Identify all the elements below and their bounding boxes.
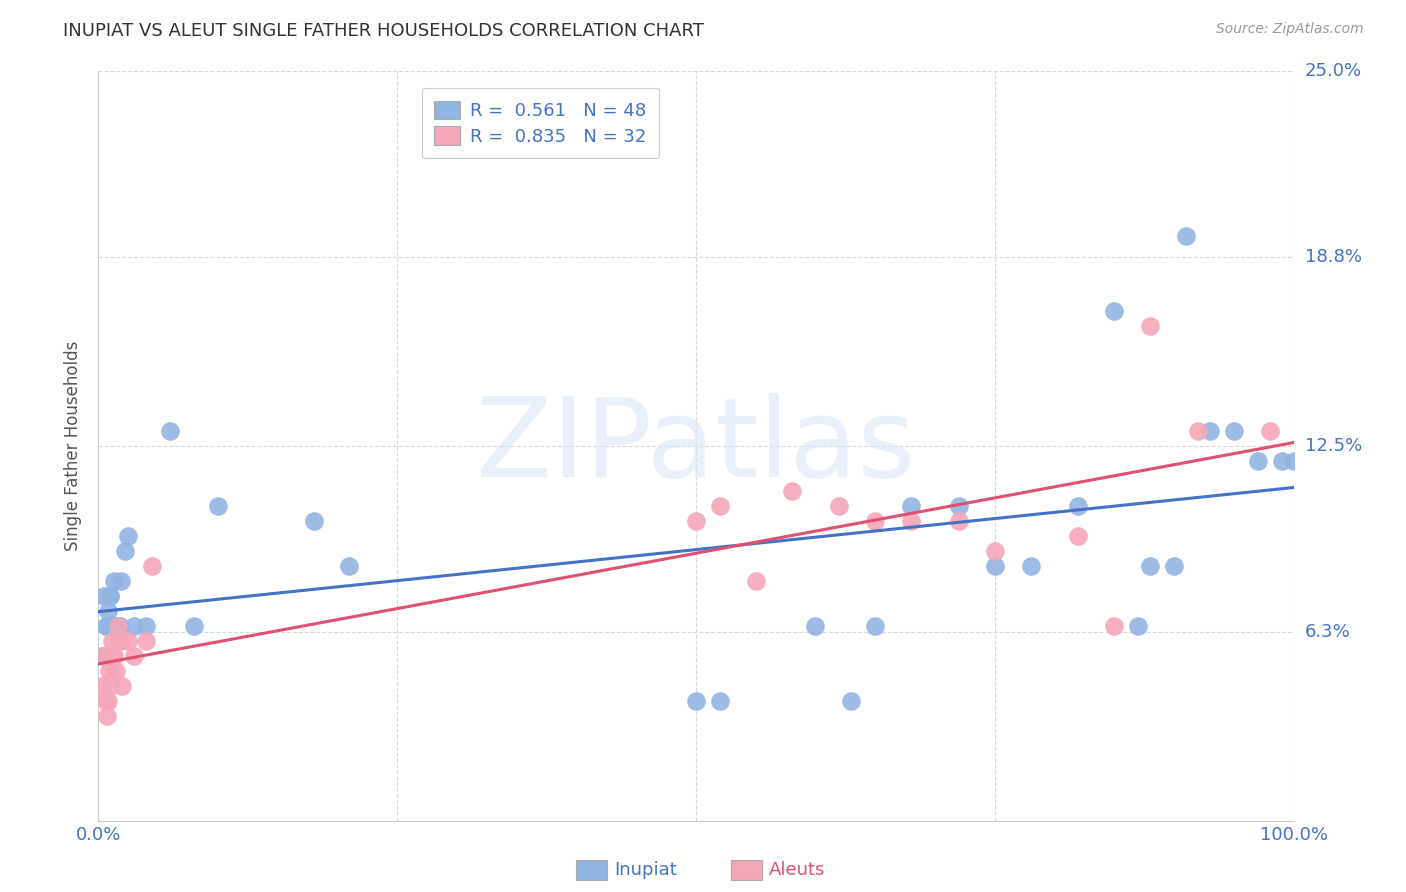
Point xyxy=(98,619,121,633)
Point xyxy=(135,633,157,648)
Point xyxy=(98,589,122,603)
Point xyxy=(107,619,129,633)
Point xyxy=(93,648,115,663)
Text: Source: ZipAtlas.com: Source: ZipAtlas.com xyxy=(1216,22,1364,37)
Point xyxy=(91,648,114,663)
Point xyxy=(105,664,128,678)
Point xyxy=(141,558,163,573)
Text: 25.0%: 25.0% xyxy=(1305,62,1362,80)
Point xyxy=(1223,424,1246,438)
Point xyxy=(1139,558,1161,573)
Point xyxy=(841,694,863,708)
Point xyxy=(100,619,122,633)
Point xyxy=(107,619,129,633)
Point xyxy=(1187,424,1209,438)
Point xyxy=(1271,454,1294,468)
Point xyxy=(1019,558,1042,573)
Point xyxy=(108,633,131,648)
Point xyxy=(94,619,117,633)
Point xyxy=(104,619,127,633)
Text: INUPIAT VS ALEUT SINGLE FATHER HOUSEHOLDS CORRELATION CHART: INUPIAT VS ALEUT SINGLE FATHER HOUSEHOLD… xyxy=(63,22,704,40)
Point xyxy=(159,424,181,438)
Point xyxy=(103,648,125,663)
Point xyxy=(114,544,136,558)
Point xyxy=(98,679,122,693)
Point xyxy=(98,589,122,603)
Point xyxy=(984,558,1007,573)
Point xyxy=(183,619,205,633)
Text: 12.5%: 12.5% xyxy=(1305,437,1362,455)
Point xyxy=(900,499,922,513)
Text: Inupiat: Inupiat xyxy=(614,861,678,879)
Point xyxy=(865,619,887,633)
Point xyxy=(93,589,115,603)
Point xyxy=(124,619,146,633)
Point xyxy=(1175,229,1198,244)
Point xyxy=(103,619,125,633)
Point xyxy=(828,499,851,513)
Point xyxy=(98,664,121,678)
Point xyxy=(780,483,803,498)
Point xyxy=(96,619,118,633)
Point xyxy=(97,694,120,708)
Point xyxy=(103,574,125,588)
Text: 6.3%: 6.3% xyxy=(1305,623,1350,640)
Point xyxy=(339,558,361,573)
Point xyxy=(101,619,124,633)
Text: Aleuts: Aleuts xyxy=(769,861,825,879)
Point xyxy=(135,619,157,633)
Point xyxy=(124,648,146,663)
Y-axis label: Single Father Households: Single Father Households xyxy=(65,341,83,551)
Text: 18.8%: 18.8% xyxy=(1305,248,1361,266)
Point xyxy=(984,544,1007,558)
Point xyxy=(1139,319,1161,334)
Point xyxy=(948,514,970,528)
Point xyxy=(1258,424,1281,438)
Point xyxy=(1067,529,1090,543)
Point xyxy=(709,694,731,708)
Point xyxy=(108,619,131,633)
Point xyxy=(745,574,768,588)
Point xyxy=(100,633,122,648)
Point xyxy=(302,514,325,528)
Legend: R =  0.561   N = 48, R =  0.835   N = 32: R = 0.561 N = 48, R = 0.835 N = 32 xyxy=(422,88,659,158)
Point xyxy=(97,604,120,618)
Point xyxy=(685,514,707,528)
Point xyxy=(96,708,118,723)
Point xyxy=(94,694,117,708)
Point xyxy=(948,499,970,513)
Point xyxy=(117,633,139,648)
Point xyxy=(1163,558,1185,573)
Point xyxy=(1199,424,1222,438)
Point xyxy=(804,619,827,633)
Point xyxy=(91,679,114,693)
Point xyxy=(865,514,887,528)
Point xyxy=(101,648,124,663)
Point xyxy=(111,679,134,693)
Point xyxy=(1067,499,1090,513)
Point xyxy=(685,694,707,708)
Point xyxy=(105,619,128,633)
Point xyxy=(709,499,731,513)
Point xyxy=(1104,619,1126,633)
Point xyxy=(1128,619,1150,633)
Point xyxy=(110,574,132,588)
Point xyxy=(98,619,121,633)
Point xyxy=(1282,454,1305,468)
Point xyxy=(900,514,922,528)
Point xyxy=(1247,454,1270,468)
Point xyxy=(207,499,229,513)
Point xyxy=(1104,304,1126,318)
Point xyxy=(117,529,139,543)
Point xyxy=(107,619,129,633)
Text: ZIPatlas: ZIPatlas xyxy=(477,392,915,500)
